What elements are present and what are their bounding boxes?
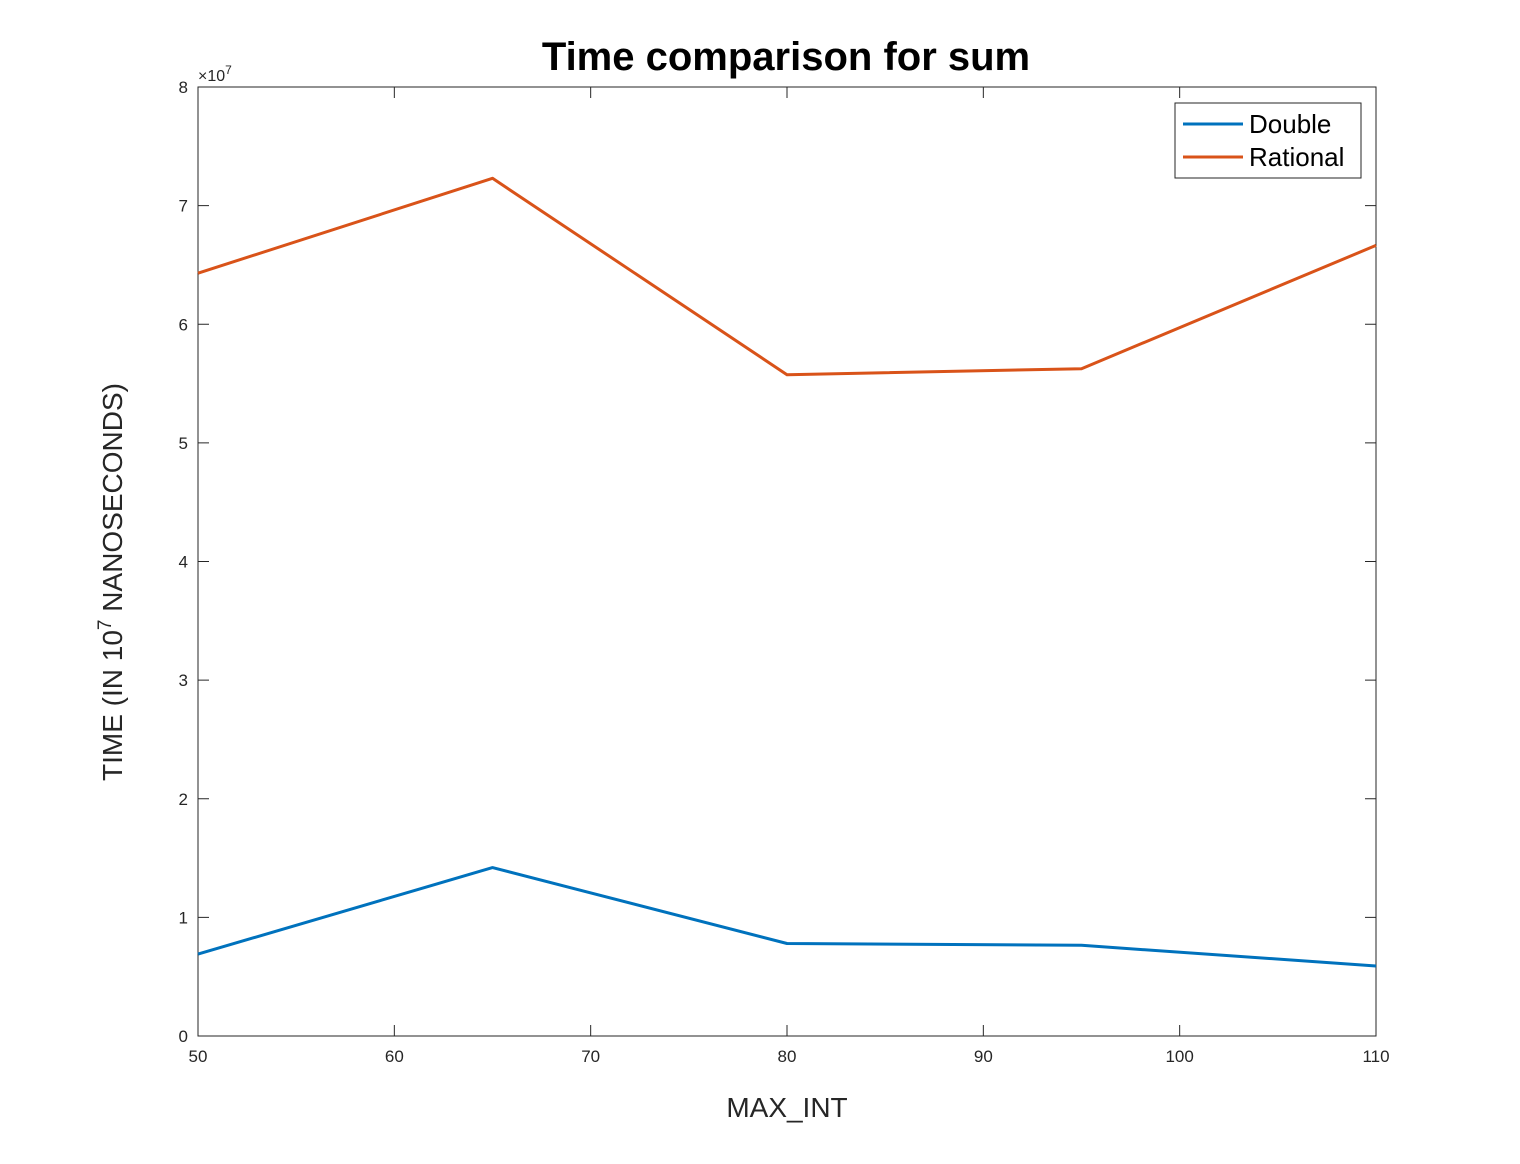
x-axis-ticks: 50 60 70 80 90 100 110	[189, 87, 1390, 1066]
x-tick-label: 50	[189, 1047, 208, 1066]
y-axis-label-prefix: TIME (IN 10	[97, 630, 128, 781]
x-tick-label: 80	[778, 1047, 797, 1066]
legend-box	[1174, 102, 1362, 179]
y-tick-label: 3	[179, 671, 188, 690]
x-tick-label: 60	[385, 1047, 404, 1066]
y-tick-label: 0	[179, 1027, 188, 1046]
plot-area	[197, 86, 1377, 1037]
y-tick-label: 5	[179, 434, 188, 453]
y-axis-label: TIME (IN 107 NANOSECONDS)	[95, 383, 128, 781]
x-tick-label: 70	[581, 1047, 600, 1066]
y-tick-label: 7	[179, 197, 188, 216]
x-tick-label: 110	[1362, 1047, 1389, 1066]
x-tick-label: 100	[1165, 1047, 1193, 1066]
y-tick-label: 4	[179, 553, 188, 572]
series-line-double	[197, 866, 1377, 968]
y-axis-exponent: ×107	[198, 63, 232, 85]
series-lines	[197, 176, 1377, 968]
legend-label-rational: Rational	[1249, 142, 1344, 172]
y-tick-label: 8	[179, 78, 188, 97]
x-tick-label: 90	[974, 1047, 993, 1066]
y-axis-exponent-power: 7	[225, 63, 232, 77]
y-axis-label-suffix: NANOSECONDS)	[97, 383, 128, 619]
y-axis-label-superscript: 7	[95, 619, 116, 630]
legend: Double Rational	[1174, 102, 1362, 179]
y-tick-label: 6	[179, 315, 188, 334]
chart-title: Time comparison for sum	[542, 35, 1030, 79]
series-line-rational	[197, 176, 1377, 377]
x-axis-label: MAX_INT	[726, 1092, 847, 1123]
y-axis-exponent-base: ×10	[198, 68, 225, 85]
y-axis-ticks: 0 1 2 3 4 5 6 7 8	[179, 78, 1376, 1046]
y-tick-label: 1	[179, 908, 188, 927]
legend-label-double: Double	[1249, 109, 1331, 139]
y-tick-label: 2	[179, 790, 188, 809]
